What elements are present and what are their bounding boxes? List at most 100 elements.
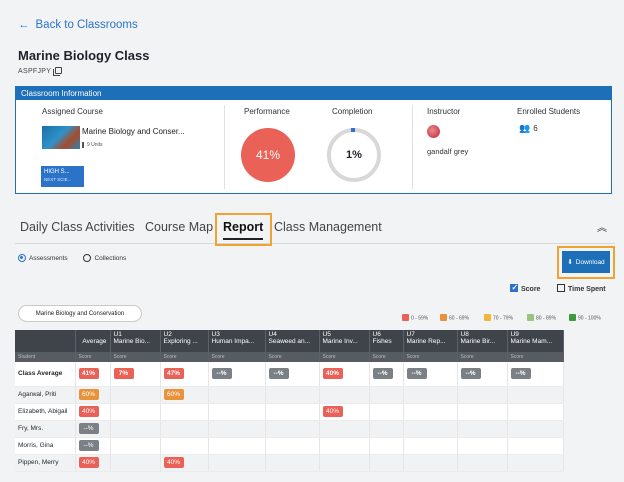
- unit-header[interactable]: U5 Marine Inv...: [319, 330, 370, 352]
- divider: [224, 105, 225, 189]
- score-cell[interactable]: --%: [75, 437, 111, 455]
- score-sort-header[interactable]: Score: [403, 352, 458, 362]
- performance-label: Performance: [244, 107, 290, 116]
- score-sort-header[interactable]: Score: [369, 352, 404, 362]
- time-spent-checkbox[interactable]: Time Spent: [557, 284, 606, 293]
- unit-name: Marine Rep...: [406, 338, 446, 345]
- course-name[interactable]: Marine Biology and Conser...: [82, 127, 185, 136]
- radio-assessments[interactable]: Assessments: [18, 254, 68, 262]
- tab-report[interactable]: Report: [223, 220, 264, 234]
- average-header: Average: [75, 330, 111, 352]
- report-table: Average U1 Marine Bio... U2 Exploring ... …: [15, 330, 564, 472]
- score-cell[interactable]: 40%: [319, 362, 370, 387]
- score-cell[interactable]: --%: [369, 362, 404, 387]
- unit-header[interactable]: U3 Human Impa...: [208, 330, 266, 352]
- score-badge: --%: [372, 368, 393, 380]
- score-sort-header[interactable]: Score: [75, 352, 111, 362]
- score-cell[interactable]: 60%: [75, 386, 111, 404]
- score-cell[interactable]: 7%: [110, 362, 161, 387]
- table-row: Morris, Gina --%: [15, 437, 564, 455]
- score-badge: 40%: [322, 368, 343, 380]
- score-sort-header[interactable]: Score: [457, 352, 508, 362]
- instructor-label: Instructor: [427, 107, 461, 116]
- score-cell: [265, 420, 320, 438]
- collapse-icon[interactable]: ︽: [597, 223, 607, 234]
- back-to-classrooms-link[interactable]: ← Back to Classrooms: [18, 19, 138, 31]
- report-tab-highlight: [215, 213, 272, 246]
- score-sort-header[interactable]: Score: [160, 352, 209, 362]
- score-cell[interactable]: --%: [75, 420, 111, 438]
- score-cell[interactable]: --%: [265, 362, 320, 387]
- student-name[interactable]: Agarwal, Priti: [15, 386, 76, 404]
- score-badge: --%: [211, 368, 232, 380]
- score-sort-header[interactable]: Score: [110, 352, 161, 362]
- score-cell[interactable]: 40%: [319, 403, 370, 421]
- copy-icon[interactable]: [53, 67, 63, 76]
- download-button[interactable]: ⬇ Download: [562, 251, 610, 273]
- unit-name: Seaweed an...: [268, 338, 311, 345]
- score-badge: --%: [406, 368, 427, 380]
- unit-name: Marine Bio...: [113, 338, 151, 345]
- unit-header[interactable]: U2 Exploring ...: [160, 330, 209, 352]
- unit-header[interactable]: U9 Marine Mam...: [507, 330, 564, 352]
- score-cell[interactable]: --%: [208, 362, 266, 387]
- score-cell[interactable]: --%: [457, 362, 508, 387]
- score-cell[interactable]: --%: [507, 362, 564, 387]
- score-badge: 47%: [163, 368, 184, 380]
- radio-collections[interactable]: Collections: [83, 254, 126, 262]
- unit-code: U7: [406, 331, 415, 338]
- legend-label: 60 - 69%: [449, 315, 470, 322]
- view-toggle: Assessments Collections: [18, 254, 126, 262]
- score-cell[interactable]: 40%: [75, 403, 111, 421]
- unit-header[interactable]: U6 Fishes: [369, 330, 404, 352]
- student-name[interactable]: Morris, Gina: [15, 437, 76, 455]
- score-cell: [319, 454, 370, 472]
- score-badge: 40%: [78, 457, 99, 468]
- score-cell: [110, 386, 161, 404]
- performance-circle: 41%: [241, 128, 295, 182]
- download-icon: ⬇: [567, 259, 573, 266]
- score-badge: 7%: [113, 368, 134, 380]
- course-filter-pill[interactable]: Marine Biology and Conservation: [18, 305, 142, 322]
- enrolled-label: Enrolled Students: [517, 107, 581, 116]
- score-sort-header[interactable]: Score: [507, 352, 564, 362]
- checkbox-checked-icon: [510, 283, 518, 292]
- score-cell[interactable]: 47%: [160, 362, 209, 387]
- score-cell[interactable]: 40%: [160, 454, 209, 472]
- legend-swatch: [440, 314, 447, 321]
- unit-name: Marine Inv...: [322, 338, 358, 345]
- tab-daily-class-activities[interactable]: Daily Class Activities: [20, 220, 135, 234]
- radio-unselected-icon: [83, 254, 92, 262]
- score-cell: [507, 403, 564, 421]
- score-cell: [208, 403, 266, 421]
- download-label: Download: [575, 258, 605, 266]
- score-cell[interactable]: 41%: [75, 362, 111, 387]
- score-checkbox[interactable]: Score: [510, 283, 540, 293]
- score-sort-header[interactable]: Score: [265, 352, 320, 362]
- student-name[interactable]: Elizabeth, Abigail: [15, 403, 76, 421]
- score-cell[interactable]: 40%: [75, 454, 111, 472]
- score-sort-header[interactable]: Score: [319, 352, 370, 362]
- score-cell: [507, 454, 564, 472]
- instructor-name: gandalf grey: [427, 147, 469, 156]
- student-name[interactable]: Pippen, Merry: [15, 454, 76, 472]
- score-cell[interactable]: --%: [403, 362, 458, 387]
- radio-assessments-label: Assessments: [29, 255, 68, 262]
- tab-class-management[interactable]: Class Management: [274, 220, 382, 234]
- student-name[interactable]: Fry, Mrs.: [15, 420, 76, 438]
- score-cell: [369, 437, 404, 455]
- unit-header[interactable]: U8 Marine Bir...: [457, 330, 508, 352]
- class-average-label: Class Average: [15, 362, 76, 387]
- tab-course-map[interactable]: Course Map: [145, 220, 214, 234]
- student-sort-header[interactable]: Student: [15, 352, 76, 362]
- unit-header[interactable]: U7 Marine Rep...: [403, 330, 458, 352]
- score-cell[interactable]: 60%: [160, 386, 209, 404]
- legend-item: 70 - 79%: [484, 314, 513, 322]
- unit-header[interactable]: U1 Marine Bio...: [110, 330, 161, 352]
- score-cell: [457, 454, 508, 472]
- legend-swatch: [484, 314, 491, 321]
- score-sort-header[interactable]: Score: [208, 352, 266, 362]
- unit-header[interactable]: U4 Seaweed an...: [265, 330, 320, 352]
- legend-swatch: [527, 314, 534, 321]
- unit-code: U4: [268, 331, 277, 338]
